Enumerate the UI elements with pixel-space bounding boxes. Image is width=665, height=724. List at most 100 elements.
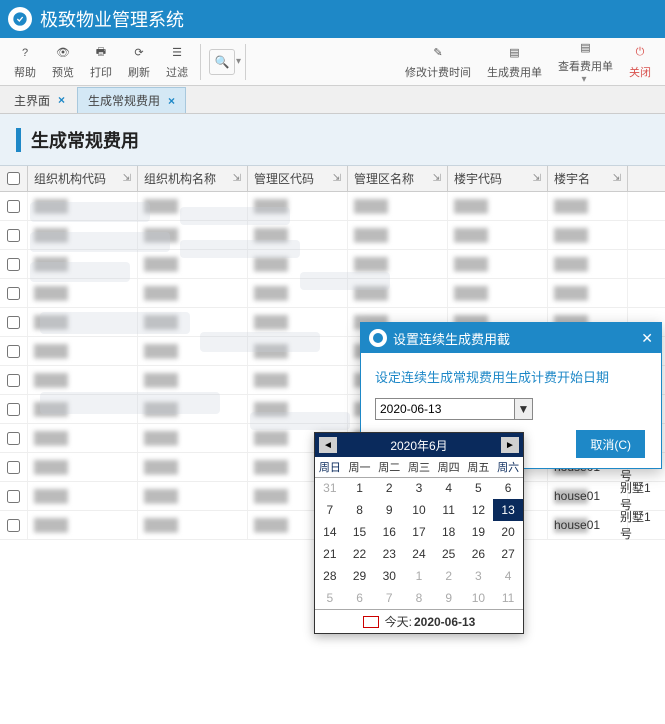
- row-checkbox[interactable]: [7, 403, 20, 416]
- calendar-day[interactable]: 1: [345, 477, 375, 499]
- app-logo: [8, 7, 32, 31]
- calendar-day[interactable]: 4: [493, 565, 523, 587]
- cancel-button[interactable]: 取消(C): [576, 430, 645, 458]
- row-checkbox[interactable]: [7, 258, 20, 271]
- calendar-day[interactable]: 20: [493, 521, 523, 543]
- row-checkbox[interactable]: [7, 287, 20, 300]
- tab-main[interactable]: 主界面×: [4, 87, 75, 113]
- calendar-day[interactable]: 11: [493, 587, 523, 609]
- row-checkbox[interactable]: [7, 345, 20, 358]
- refresh-button[interactable]: ⟳刷新: [120, 42, 158, 82]
- calendar-day[interactable]: 26: [464, 543, 494, 565]
- col-header[interactable]: 楼宇代码⇲: [448, 166, 548, 191]
- calendar-day[interactable]: 29: [345, 565, 375, 587]
- print-button[interactable]: 🖶打印: [82, 42, 120, 82]
- col-checkbox[interactable]: [0, 166, 28, 191]
- calendar-day[interactable]: 6: [345, 587, 375, 609]
- help-button[interactable]: ?帮助: [6, 42, 44, 82]
- calendar-day[interactable]: 2: [434, 565, 464, 587]
- calendar-day[interactable]: 16: [374, 521, 404, 543]
- calendar-day[interactable]: 3: [464, 565, 494, 587]
- col-header[interactable]: 楼宇名⇲: [548, 166, 628, 191]
- calendar-day[interactable]: 13: [493, 499, 523, 521]
- col-header[interactable]: 组织机构代码⇲: [28, 166, 138, 191]
- page-header: 生成常规费用: [0, 114, 665, 166]
- calendar-day[interactable]: 5: [464, 477, 494, 499]
- calendar-day[interactable]: 28: [315, 565, 345, 587]
- calendar-footer[interactable]: 今天: 2020-06-13: [315, 609, 523, 633]
- col-header[interactable]: 管理区名称⇲: [348, 166, 448, 191]
- row-checkbox[interactable]: [7, 374, 20, 387]
- pin-icon[interactable]: ⇲: [533, 173, 541, 184]
- calendar-day[interactable]: 21: [315, 543, 345, 565]
- close-button[interactable]: ⏻关闭: [621, 42, 659, 82]
- calendar-day[interactable]: 19: [464, 521, 494, 543]
- calendar-day[interactable]: 23: [374, 543, 404, 565]
- calendar-day[interactable]: 10: [404, 499, 434, 521]
- dialog-title: 设置连续生成费用截: [393, 329, 510, 348]
- col-header[interactable]: 管理区代码⇲: [248, 166, 348, 191]
- calendar-day[interactable]: 6: [493, 477, 523, 499]
- toolbar-separator: [200, 44, 201, 80]
- row-checkbox[interactable]: [7, 461, 20, 474]
- date-input[interactable]: [375, 398, 515, 420]
- calendar-day[interactable]: 3: [404, 477, 434, 499]
- calendar-header: ◄ 2020年6月 ►: [315, 433, 523, 457]
- preview-button[interactable]: 👁预览: [44, 42, 82, 82]
- date-dropdown-button[interactable]: ▼: [515, 398, 533, 420]
- calendar-day[interactable]: 4: [434, 477, 464, 499]
- calendar-day[interactable]: 2: [374, 477, 404, 499]
- cell-villa: 别墅1号: [614, 511, 665, 540]
- search-button[interactable]: 🔍: [209, 49, 235, 75]
- calendar-day[interactable]: 11: [434, 499, 464, 521]
- calendar-day[interactable]: 30: [374, 565, 404, 587]
- row-checkbox[interactable]: [7, 432, 20, 445]
- calendar-day[interactable]: 5: [315, 587, 345, 609]
- tab-gen-fee[interactable]: 生成常规费用×: [77, 87, 186, 113]
- calendar-day[interactable]: 12: [464, 499, 494, 521]
- calendar-day[interactable]: 9: [434, 587, 464, 609]
- row-checkbox[interactable]: [7, 200, 20, 213]
- calendar-day[interactable]: 18: [434, 521, 464, 543]
- calendar-day[interactable]: 22: [345, 543, 375, 565]
- pin-icon[interactable]: ⇲: [613, 173, 621, 184]
- select-all-checkbox[interactable]: [7, 172, 20, 185]
- calendar-day[interactable]: 31: [315, 477, 345, 499]
- calendar-next-button[interactable]: ►: [501, 437, 519, 453]
- col-header[interactable]: 组织机构名称⇲: [138, 166, 248, 191]
- search-dropdown[interactable]: ▾: [236, 56, 241, 67]
- pin-icon[interactable]: ⇲: [433, 173, 441, 184]
- view-fee-button[interactable]: ▤查看费用单▾: [550, 36, 621, 87]
- tab-close-icon[interactable]: ×: [58, 93, 65, 107]
- pin-icon[interactable]: ⇲: [233, 173, 241, 184]
- calendar-day[interactable]: 25: [434, 543, 464, 565]
- calendar-day[interactable]: 14: [315, 521, 345, 543]
- grid-header: 组织机构代码⇲组织机构名称⇲管理区代码⇲管理区名称⇲楼宇代码⇲楼宇名⇲: [0, 166, 665, 192]
- calendar-day[interactable]: 10: [464, 587, 494, 609]
- dialog-close-icon[interactable]: ✕: [641, 330, 653, 347]
- filter-button[interactable]: ☰过滤: [158, 42, 196, 82]
- calendar-day[interactable]: 17: [404, 521, 434, 543]
- calendar-day[interactable]: 1: [404, 565, 434, 587]
- title-bar: 极致物业管理系统: [0, 0, 665, 38]
- calendar-day[interactable]: 27: [493, 543, 523, 565]
- cell-house: house01: [548, 511, 606, 540]
- gen-fee-button[interactable]: ▤生成费用单: [479, 42, 550, 82]
- calendar-prev-button[interactable]: ◄: [319, 437, 337, 453]
- row-checkbox[interactable]: [7, 490, 20, 503]
- calendar-day[interactable]: 15: [345, 521, 375, 543]
- row-checkbox[interactable]: [7, 519, 20, 532]
- calendar-day[interactable]: 9: [374, 499, 404, 521]
- row-checkbox[interactable]: [7, 316, 20, 329]
- pin-icon[interactable]: ⇲: [333, 173, 341, 184]
- calendar-day[interactable]: 8: [345, 499, 375, 521]
- calendar-day[interactable]: 8: [404, 587, 434, 609]
- calendar-day[interactable]: 7: [315, 499, 345, 521]
- calendar-today-date: 2020-06-13: [414, 615, 475, 629]
- row-checkbox[interactable]: [7, 229, 20, 242]
- pin-icon[interactable]: ⇲: [123, 173, 131, 184]
- modify-time-button[interactable]: ✎修改计费时间: [397, 42, 479, 82]
- calendar-day[interactable]: 24: [404, 543, 434, 565]
- tab-close-icon[interactable]: ×: [168, 94, 175, 108]
- calendar-day[interactable]: 7: [374, 587, 404, 609]
